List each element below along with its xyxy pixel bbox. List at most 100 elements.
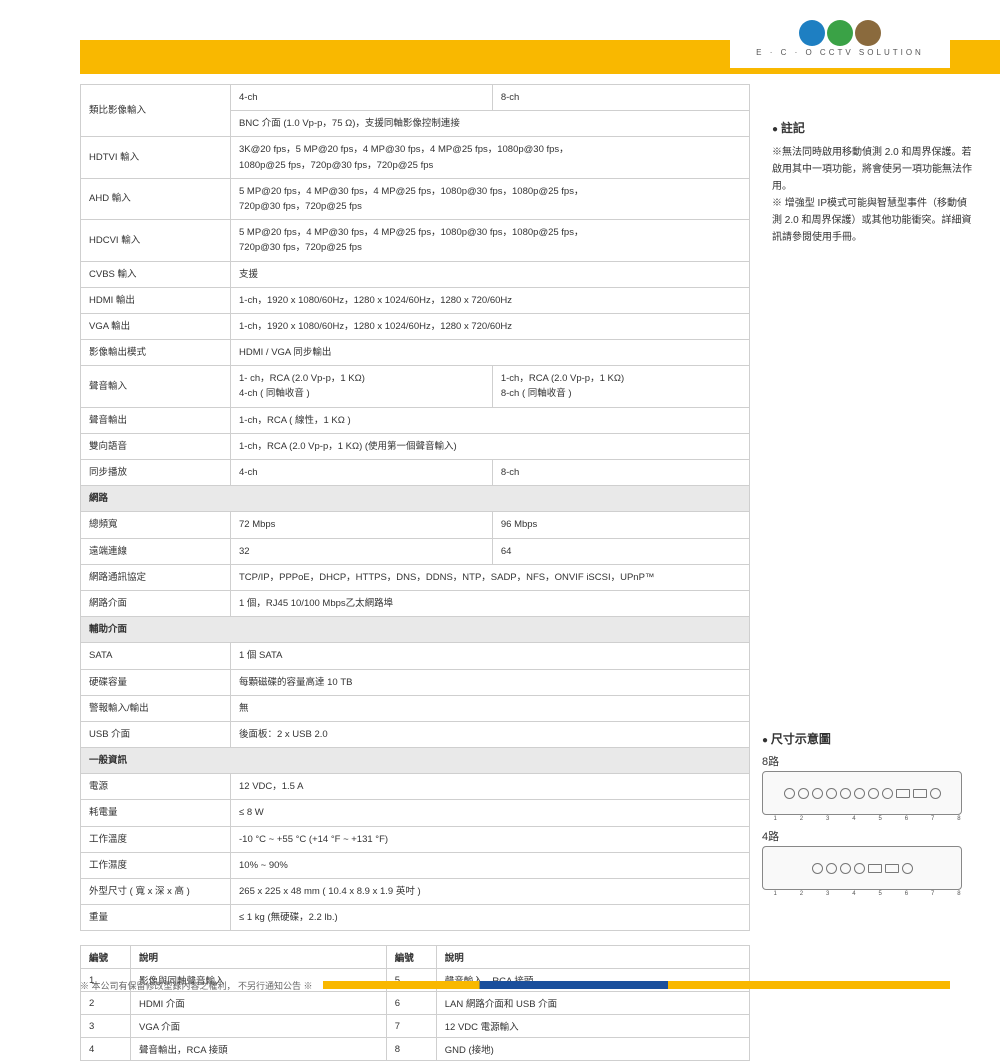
notes-line-1: ※ 增強型 IP模式可能與智慧型事件（移動偵測 2.0 和周界保護）或其他功能衝… [772, 195, 972, 246]
logo-circle-1 [799, 20, 825, 46]
legend-cell: 2 [81, 992, 131, 1015]
spec-value: 1 個，RJ45 10/100 Mbps乙太網路埠 [231, 590, 750, 616]
spec-label: AHD 輸入 [81, 178, 231, 219]
legend-cell: 聲音輸出，RCA 接頭 [131, 1038, 387, 1061]
spec-value: 後面板：2 x USB 2.0 [231, 721, 750, 747]
logo-circle-2 [827, 20, 853, 46]
legend-cell: 7 [386, 1015, 436, 1038]
legend-cell: 6 [386, 992, 436, 1015]
spec-label: 聲音輸入 [81, 366, 231, 407]
spec-value: 12 VDC，1.5 A [231, 774, 750, 800]
footer-bar [323, 981, 950, 989]
spec-label: 警報輸入/輸出 [81, 695, 231, 721]
spec-label: 聲音輸出 [81, 407, 231, 433]
dim-title: 尺寸示意圖 [762, 730, 972, 747]
spec-label: 影像輸出模式 [81, 340, 231, 366]
spec-label: HDCVI 輸入 [81, 220, 231, 261]
legend-cell: VGA 介面 [131, 1015, 387, 1038]
section-header: 網路 [81, 486, 750, 512]
spec-label: 硬碟容量 [81, 669, 231, 695]
spec-label: 工作溫度 [81, 826, 231, 852]
legend-cell: HDMI 介面 [131, 992, 387, 1015]
spec-value: 72 Mbps [231, 512, 493, 538]
spec-label: CVBS 輸入 [81, 261, 231, 287]
spec-label: 總頻寬 [81, 512, 231, 538]
spec-value: 1-ch，1920 x 1080/60Hz，1280 x 1024/60Hz，1… [231, 313, 750, 339]
header: E · C · O CCTV SOLUTION [0, 0, 1000, 70]
legend-header: 說明 [436, 946, 749, 969]
spec-label: 電源 [81, 774, 231, 800]
dim-box-8 [762, 771, 962, 815]
spec-value: BNC 介面 (1.0 Vp-p，75 Ω)，支援同軸影像控制連接 [231, 111, 750, 137]
spec-label: 外型尺寸 ( 寬 x 深 x 高 ) [81, 879, 231, 905]
spec-label: 同步播放 [81, 460, 231, 486]
spec-value: ≤ 1 kg (無硬碟，2.2 lb.) [231, 905, 750, 931]
spec-label: 網路通訊協定 [81, 564, 231, 590]
footer: ※ 本公司有保留修改型錄內容之權利， 不另行通知公告 ※ [80, 976, 950, 994]
dim-nums-8: 12345678 [762, 816, 972, 822]
logo-circles [799, 20, 881, 46]
spec-value: 96 Mbps [492, 512, 749, 538]
spec-label: 重量 [81, 905, 231, 931]
spec-value: 4-ch [231, 460, 493, 486]
logo: E · C · O CCTV SOLUTION [730, 8, 950, 68]
legend-header: 編號 [81, 946, 131, 969]
logo-circle-3 [855, 20, 881, 46]
spec-label: 工作濕度 [81, 852, 231, 878]
legend-header: 說明 [131, 946, 387, 969]
spec-value: HDMI / VGA 同步輸出 [231, 340, 750, 366]
dim-box-4 [762, 846, 962, 890]
spec-value: 10% ~ 90% [231, 852, 750, 878]
spec-value: 8-ch [492, 85, 749, 111]
spec-value: 無 [231, 695, 750, 721]
spec-value: 4-ch [231, 85, 493, 111]
spec-value: ≤ 8 W [231, 800, 750, 826]
spec-label: 耗電量 [81, 800, 231, 826]
dim-nums-4: 12345678 [762, 891, 972, 897]
spec-value: 5 MP@20 fps，4 MP@30 fps，4 MP@25 fps，1080… [231, 220, 750, 261]
legend-cell: 12 VDC 電源輸入 [436, 1015, 749, 1038]
spec-value: 32 [231, 538, 493, 564]
spec-label: 遠端連線 [81, 538, 231, 564]
spec-value: 1-ch，RCA (2.0 Vp-p，1 KΩ) (使用第一個聲音輸入) [231, 433, 750, 459]
section-header: 一般資訊 [81, 748, 750, 774]
legend-header: 編號 [386, 946, 436, 969]
dimension-diagram: 尺寸示意圖 8路 12345678 4路 12345678 [762, 730, 972, 897]
spec-value: 每顆磁碟的容量高達 10 TB [231, 669, 750, 695]
dim-label-8: 8路 [762, 753, 972, 769]
notes-sidebar: 註記 ※無法同時啟用移動偵測 2.0 和周界保護。若啟用其中一項功能，將會使另一… [772, 118, 972, 246]
spec-label: 雙向語音 [81, 433, 231, 459]
legend-cell: 8 [386, 1038, 436, 1061]
spec-value: 支援 [231, 261, 750, 287]
spec-value: 64 [492, 538, 749, 564]
spec-value: 3K@20 fps，5 MP@20 fps，4 MP@30 fps，4 MP@2… [231, 137, 750, 178]
spec-label: VGA 輸出 [81, 313, 231, 339]
spec-label: USB 介面 [81, 721, 231, 747]
dim-label-4: 4路 [762, 828, 972, 844]
spec-value: 265 x 225 x 48 mm ( 10.4 x 8.9 x 1.9 英吋 … [231, 879, 750, 905]
spec-value: 1-ch，RCA ( 線性，1 KΩ ) [231, 407, 750, 433]
spec-value: 1- ch，RCA (2.0 Vp-p，1 KΩ) 4-ch ( 同軸收音 ) [231, 366, 493, 407]
spec-label: 類比影像輸入 [81, 85, 231, 137]
footer-text: ※ 本公司有保留修改型錄內容之權利， 不另行通知公告 ※ [80, 979, 313, 992]
legend-cell: 4 [81, 1038, 131, 1061]
legend-cell: LAN 網路介面和 USB 介面 [436, 992, 749, 1015]
legend-table: 編號說明編號說明1影像與同軸聲音輸入5聲音輸入，RCA 接頭2HDMI 介面6L… [80, 945, 750, 1061]
spec-label: HDMI 輸出 [81, 287, 231, 313]
spec-label: HDTVI 輸入 [81, 137, 231, 178]
spec-label: 網路介面 [81, 590, 231, 616]
notes-title: 註記 [772, 118, 972, 138]
notes-line-0: ※無法同時啟用移動偵測 2.0 和周界保護。若啟用其中一項功能，將會使另一項功能… [772, 144, 972, 195]
spec-value: 1-ch，RCA (2.0 Vp-p，1 KΩ) 8-ch ( 同軸收音 ) [492, 366, 749, 407]
spec-value: 5 MP@20 fps，4 MP@30 fps，4 MP@25 fps，1080… [231, 178, 750, 219]
legend-cell: 3 [81, 1015, 131, 1038]
spec-value: TCP/IP，PPPoE，DHCP，HTTPS，DNS，DDNS，NTP，SAD… [231, 564, 750, 590]
spec-label: SATA [81, 643, 231, 669]
spec-value: 1 個 SATA [231, 643, 750, 669]
main-content: 類比影像輸入4-ch8-chBNC 介面 (1.0 Vp-p，75 Ω)，支援同… [80, 84, 750, 1061]
section-header: 輔助介面 [81, 617, 750, 643]
spec-value: 1-ch，1920 x 1080/60Hz，1280 x 1024/60Hz，1… [231, 287, 750, 313]
logo-text: E · C · O CCTV SOLUTION [756, 48, 924, 57]
spec-table: 類比影像輸入4-ch8-chBNC 介面 (1.0 Vp-p，75 Ω)，支援同… [80, 84, 750, 931]
spec-value: -10 °C ~ +55 °C (+14 °F ~ +131 °F) [231, 826, 750, 852]
